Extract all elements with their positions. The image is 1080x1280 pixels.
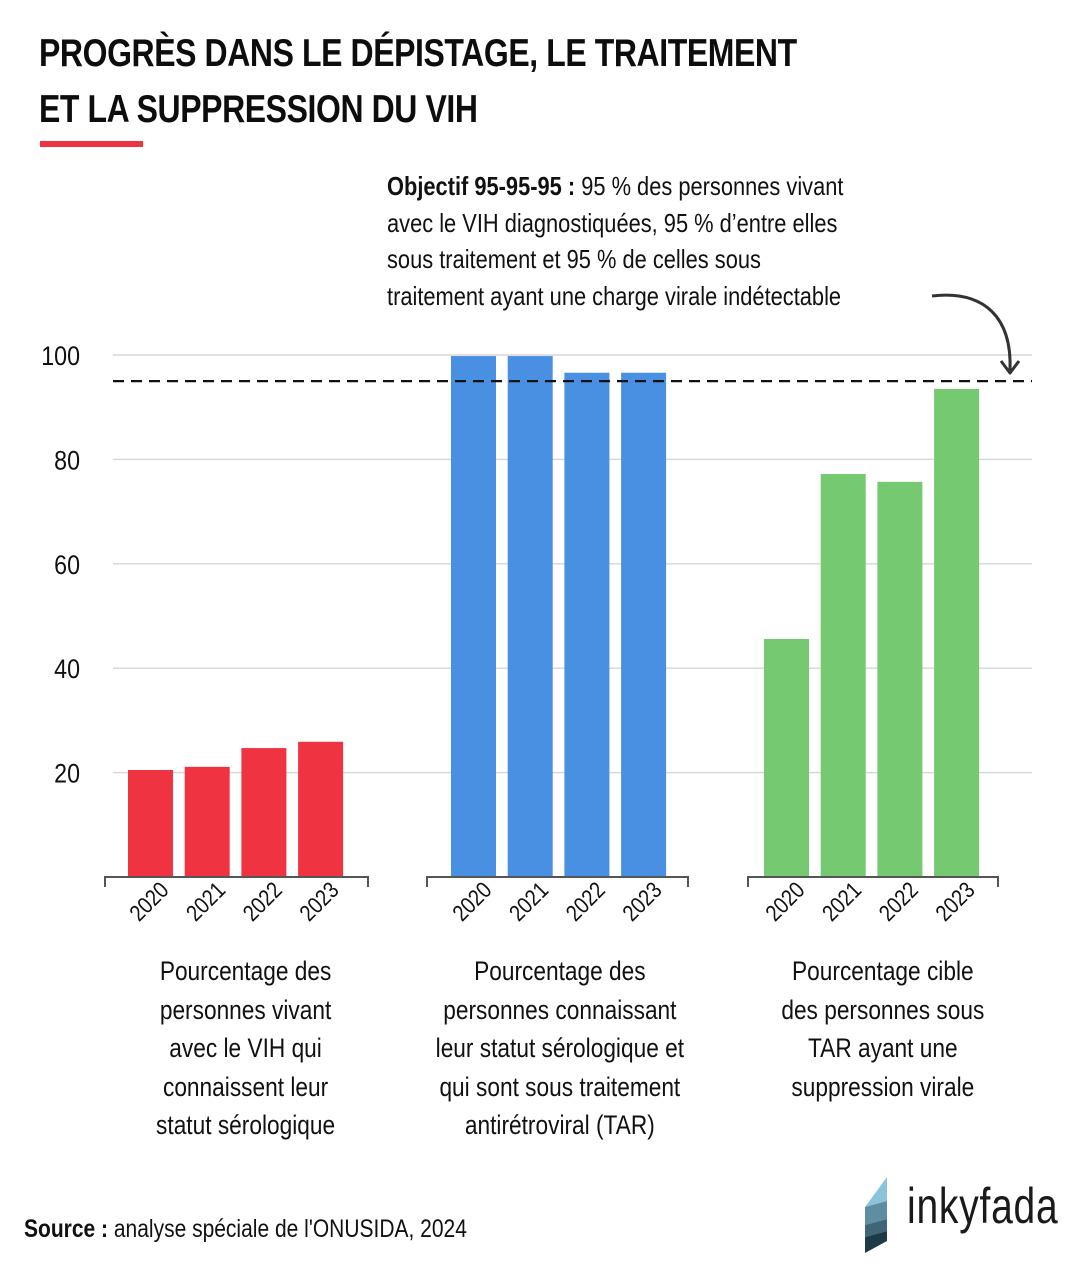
annotation-bold-prefix: Objectif 95-95-95 :: [387, 171, 576, 201]
x-tick-label: 2021: [181, 877, 230, 926]
y-tick-label: 100: [41, 341, 80, 371]
logo-facet: [865, 1177, 887, 1207]
y-tick-label: 80: [54, 446, 80, 476]
logo-mark-icon: [865, 1177, 887, 1253]
x-tick-label: 2023: [295, 877, 344, 926]
group-label-line: Pourcentage des: [474, 956, 646, 986]
group-label-line: personnes connaissant: [443, 994, 677, 1025]
group-axis-bracket: [104, 876, 369, 887]
y-tick-label: 20: [54, 759, 80, 789]
title-line-1: PROGRÈS DANS LE DÉPISTAGE, LE TRAITEMENT: [39, 32, 797, 75]
x-tick-label: 2022: [561, 877, 610, 926]
bar-2021: [184, 766, 230, 877]
annotation-line-1: Objectif 95-95-95 : 95 % des personnes v…: [387, 168, 843, 205]
logo-facet: [865, 1231, 887, 1253]
group-label-line: antirétroviral (TAR): [465, 1110, 655, 1140]
x-tick-label: 2020: [125, 877, 174, 926]
group-label-viral-suppression: Pourcentage cible des personnes sous TAR…: [743, 952, 1023, 1106]
bar-2021: [820, 474, 866, 877]
annotation-arrow-icon: [931, 293, 1012, 371]
target-annotation: Objectif 95-95-95 : 95 % des personnes v…: [387, 168, 843, 314]
group-label-line: avec le VIH qui: [169, 1033, 323, 1063]
bar-2020: [128, 769, 173, 877]
group-axis-bracket: [426, 876, 689, 887]
group-label-on-treatment: Pourcentage des personnes connaissant le…: [400, 952, 720, 1145]
bars: [128, 356, 980, 877]
bar-2020: [764, 638, 809, 877]
bar-2022: [564, 372, 610, 877]
source-text: analyse spéciale de l'ONUSIDA, 2024: [108, 1215, 467, 1243]
bar-2023: [298, 741, 344, 877]
y-axis-ticks: 20 40 60 80 100: [41, 341, 80, 789]
arrowhead-icon: [999, 360, 1021, 375]
x-tick-label: 2020: [448, 877, 497, 926]
annotation-line-3: sous traitement et 95 % de celles sous: [387, 244, 761, 274]
x-tick-label: 2022: [238, 877, 287, 926]
title-accent-bar: [40, 141, 143, 147]
bar-2021: [507, 356, 553, 877]
group-label-line: suppression virale: [791, 1071, 975, 1102]
inkyfada-logo: inkyfada: [860, 1175, 1070, 1255]
x-tick-label: 2023: [618, 877, 667, 926]
group-label-line: leur statut sérologique et: [435, 1033, 685, 1063]
bar-2023: [621, 372, 667, 877]
annotation-line-1-rest: 95 % des personnes vivant: [575, 171, 844, 201]
x-tick-label: 2020: [761, 877, 810, 926]
group-axis-bracket: [747, 876, 999, 887]
group-label-line: Pourcentage des: [160, 956, 332, 986]
bar-2023: [934, 388, 980, 877]
group-label-diagnosed: Pourcentage des personnes vivant avec le…: [106, 952, 386, 1145]
x-axis-ticks: 2020 2021 2022 2023 2020 2021 2022 2023 2020 2021…: [125, 877, 980, 926]
bar-2022: [877, 481, 923, 877]
group-label-line: qui sont sous traitement: [439, 1071, 681, 1102]
source-label: Source :: [24, 1215, 109, 1243]
annotation-line-2: avec le VIH diagnostiquées, 95 % d’entre…: [387, 207, 838, 238]
y-tick-label: 40: [54, 655, 80, 685]
logo-facet: [865, 1201, 887, 1225]
group-label-line: statut sérologique: [156, 1110, 336, 1140]
group-label-line: personnes vivant: [160, 994, 332, 1025]
logo-wordmark: inkyfada: [907, 1178, 1059, 1234]
group-label-line: Pourcentage cible: [792, 956, 974, 986]
x-tick-label: 2022: [874, 877, 923, 926]
bar-2020: [451, 356, 496, 877]
source-note: Source : analyse spéciale de l'ONUSIDA, …: [24, 1215, 467, 1244]
x-tick-label: 2021: [817, 877, 866, 926]
group-label-line: connaissent leur: [163, 1071, 329, 1102]
x-tick-label: 2021: [504, 877, 553, 926]
group-label-line: des personnes sous: [781, 994, 985, 1025]
annotation-line-4: traitement ayant une charge virale indét…: [387, 280, 842, 311]
y-tick-label: 60: [54, 550, 80, 580]
chart-title: PROGRÈS DANS LE DÉPISTAGE, LE TRAITEMENT…: [39, 26, 797, 138]
bar-2022: [241, 748, 287, 877]
x-tick-label: 2023: [931, 877, 980, 926]
group-axes: [104, 876, 999, 887]
group-label-line: TAR ayant une: [808, 1033, 958, 1063]
title-line-2: ET LA SUPPRESSION DU VIH: [39, 88, 478, 131]
